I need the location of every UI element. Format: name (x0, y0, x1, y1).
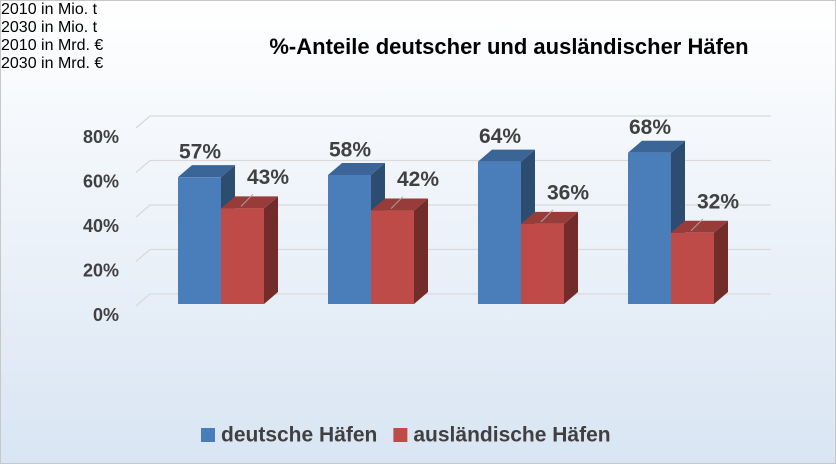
grid-line (135, 159, 771, 173)
value-label: 36% (547, 181, 589, 204)
bar-top (328, 162, 385, 175)
leader-line (240, 193, 254, 207)
bar-side (414, 198, 428, 304)
y-tick-label: 60% (83, 171, 119, 191)
bar (328, 174, 371, 304)
legend-label: ausländische Häfen (413, 424, 610, 447)
bar (221, 208, 264, 304)
y-tick-label: 20% (83, 260, 119, 280)
leader-line (390, 196, 404, 209)
bar-top (671, 220, 728, 233)
legend-label: deutsche Häfen (221, 424, 377, 447)
bar (178, 177, 221, 304)
leader-line (540, 209, 554, 223)
bar (478, 161, 521, 304)
bar-side (264, 196, 278, 304)
value-label: 32% (697, 190, 739, 213)
value-label: 43% (247, 166, 289, 189)
bar (371, 210, 414, 304)
y-tick-label: 40% (83, 216, 119, 236)
grid-line (135, 204, 771, 218)
bar (671, 232, 714, 304)
value-label: 58% (329, 138, 371, 161)
x-tick-label: 2030 in Mio. t (1, 19, 98, 36)
bar-top (178, 165, 235, 178)
value-label: 64% (479, 125, 521, 148)
bar (628, 152, 671, 304)
y-tick-label: 0% (93, 305, 119, 325)
bar (521, 223, 564, 304)
value-label: 42% (397, 168, 439, 191)
legend-swatch (393, 428, 408, 442)
bar-top (221, 196, 278, 209)
bar-top (628, 140, 685, 153)
leader-line (690, 218, 704, 232)
x-tick-label: 2010 in Mio. t (1, 1, 98, 18)
chart-title: %-Anteile deutscher und ausländischer Hä… (269, 34, 748, 59)
bar-side (564, 211, 578, 304)
legend-swatch (201, 428, 215, 442)
value-label: 57% (179, 141, 221, 164)
bar-top (371, 198, 428, 211)
x-tick-label: 2030 in Mrd. € (1, 55, 104, 72)
x-tick-label: 2010 in Mrd. € (1, 37, 104, 54)
value-label: 68% (629, 116, 671, 139)
bar-side (714, 220, 728, 304)
y-tick-label: 80% (83, 127, 119, 147)
bar-top (521, 211, 578, 224)
grid-line (135, 115, 771, 129)
bar-top (478, 149, 535, 162)
